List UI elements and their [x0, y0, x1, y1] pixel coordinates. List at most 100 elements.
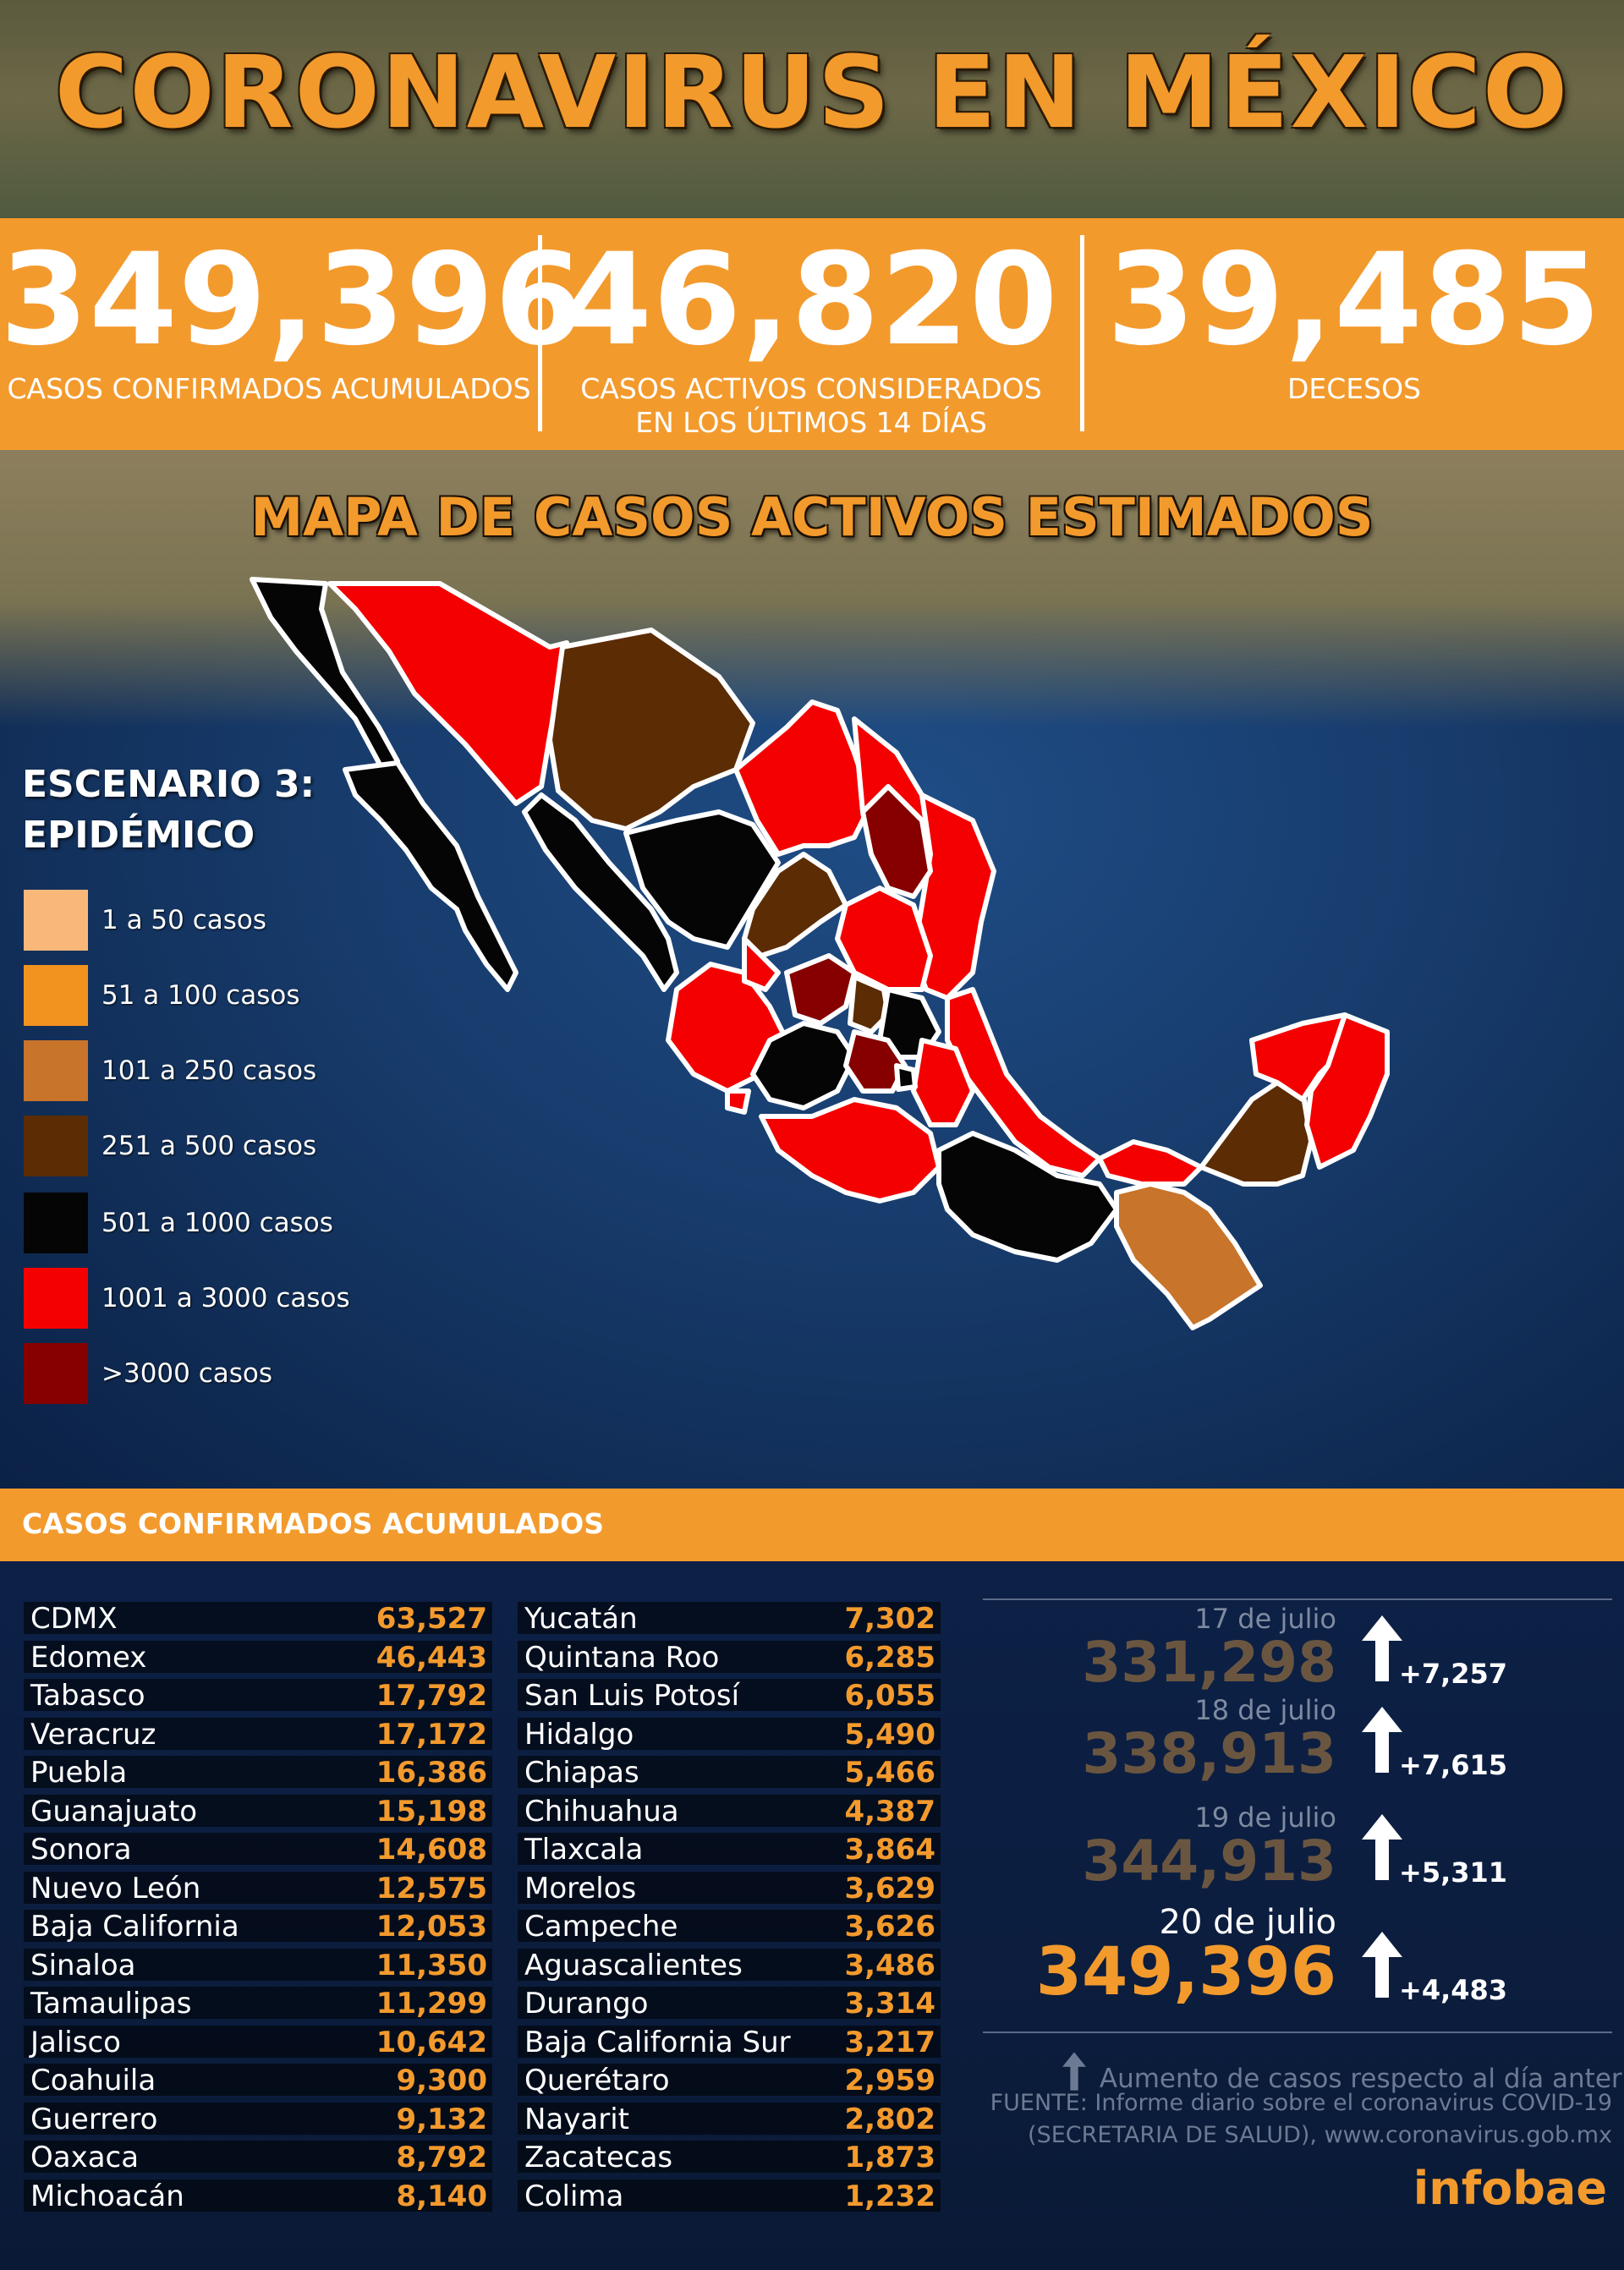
table-row-value: 12,575: [376, 1871, 487, 1905]
map-state-guerrero: [759, 1097, 941, 1204]
stat-confirmed: 349,396 CASOS CONFIRMADOS ACUMULADOS: [0, 218, 584, 450]
table-row-state: Guanajuato: [30, 1794, 198, 1829]
table-row-state: Jalisco: [30, 2025, 121, 2059]
table-row-value: 6,285: [844, 1640, 935, 1675]
legend-title-line1: ESCENARIO 3:: [22, 763, 315, 806]
table-row-background: [518, 1910, 941, 1942]
table-row: San Luis Potosí 6,055: [518, 1675, 941, 1714]
table-row-state: Nayarit: [524, 2102, 629, 2136]
table-row: Sonora 14,608: [24, 1829, 492, 1868]
table-row-value: 63,527: [376, 1602, 487, 1636]
table-row-state: Morelos: [524, 1871, 637, 1905]
table-row-background: [24, 1679, 492, 1711]
arrow-up-icon: [1362, 1615, 1402, 1681]
source-line1: FUENTE: Informe diario sobre el coronavi…: [990, 2090, 1612, 2116]
table-row-value: 3,217: [844, 2025, 935, 2059]
table-row-background: [24, 1987, 492, 2019]
daily-entry-current: 20 de julio 349,396: [981, 1903, 1337, 2006]
map-state-tabasco: [1097, 1139, 1204, 1187]
map-title: MAPA DE CASOS ACTIVOS ESTIMADOS: [250, 486, 1374, 548]
legend-label: 51 a 100 casos: [102, 980, 300, 1011]
table-row-state: Sonora: [30, 1833, 132, 1867]
table-row: CDMX 63,527: [24, 1598, 492, 1637]
map-state-aguascalientes: [742, 936, 781, 992]
table-row-value: 5,466: [844, 1756, 935, 1790]
daily-increase: +5,311: [1358, 1811, 1507, 1895]
table-row-state: Quintana Roo: [524, 1640, 720, 1675]
table-row: Baja California Sur 3,217: [518, 2022, 941, 2061]
daily-increase-value: +5,311: [1399, 1856, 1508, 1889]
legend-label: 251 a 500 casos: [102, 1131, 317, 1161]
daily-date: 20 de julio: [1159, 1903, 1337, 1942]
stat-confirmed-label: CASOS CONFIRMADOS ACUMULADOS: [7, 372, 531, 405]
map-state-queretaro: [848, 974, 891, 1034]
table-row-state: Tlaxcala: [524, 1833, 644, 1867]
stat-divider: [538, 235, 542, 431]
table-row: Tamaulipas 11,299: [24, 1983, 492, 2022]
table-row-background: [24, 1794, 492, 1827]
table-row-state: Aguascalientes: [524, 1948, 743, 1982]
increase-note: Aumento de casos respecto al día anterio…: [1057, 2045, 1624, 2094]
table-row: Jalisco 10,642: [24, 2022, 492, 2061]
table-row-background: [518, 2141, 941, 2173]
stat-deaths-value: 39,485: [1106, 227, 1602, 374]
table-row: Puebla 16,386: [24, 1752, 492, 1791]
table-row: Nayarit 2,802: [518, 2099, 941, 2138]
daily-increase: +7,257: [1358, 1612, 1507, 1697]
table-row-background: [518, 2179, 941, 2212]
table-row-state: Tabasco: [30, 1679, 145, 1713]
table-row-background: [24, 1871, 492, 1904]
table-row-value: 11,299: [376, 1987, 487, 2021]
table-row-state: Campeche: [524, 1910, 678, 1944]
arrow-up-icon: [1062, 2052, 1086, 2091]
table-row-state: Baja California: [30, 1910, 239, 1944]
table-row: Oaxaca 8,792: [24, 2137, 492, 2176]
table-row: Michoacán 8,140: [24, 2176, 492, 2215]
stat-confirmed-value: 349,396: [0, 227, 584, 374]
map-state-michoacan: [750, 1021, 857, 1110]
table-row-state: CDMX: [30, 1602, 118, 1636]
table-row: Colima 1,232: [518, 2176, 941, 2215]
table-row-state: Oaxaca: [30, 2141, 140, 2174]
table-row-background: [24, 2102, 492, 2135]
table-row-value: 15,198: [376, 1794, 487, 1829]
legend-swatch: [24, 1040, 88, 1101]
table-row-value: 7,302: [844, 1602, 935, 1636]
table-row-state: Zacatecas: [524, 2141, 673, 2174]
daily-increase-value: +7,257: [1399, 1658, 1508, 1690]
stat-deaths-label: DECESOS: [1287, 372, 1422, 405]
stats-band: 349,396 CASOS CONFIRMADOS ACUMULADOS 46,…: [0, 218, 1624, 450]
arrow-up-icon: [1362, 1814, 1402, 1880]
arrow-up-icon: [1362, 1932, 1402, 1998]
table-row-background: [24, 2064, 492, 2096]
daily-total: 344,913: [1082, 1829, 1336, 1894]
table-row-value: 12,053: [376, 1910, 487, 1944]
table-row: Zacatecas 1,873: [518, 2137, 941, 2176]
table-row-value: 14,608: [376, 1833, 487, 1867]
table-row-value: 1,232: [844, 2179, 935, 2213]
table-row-state: Yucatán: [524, 1602, 638, 1636]
table-row-background: [518, 1602, 941, 1634]
map-state-puebla: [911, 1038, 975, 1127]
table-row-background: [24, 1948, 492, 1981]
table-row-background: [518, 2025, 941, 2058]
table-row-background: [24, 2025, 492, 2058]
table-row-background: [518, 1948, 941, 1981]
table-row-value: 16,386: [376, 1756, 487, 1790]
legend-swatch: [24, 1268, 88, 1329]
table-row-value: 3,629: [844, 1871, 935, 1905]
daily-increase: +4,483: [1358, 1928, 1507, 2013]
table-row-state: Veracruz: [30, 1717, 156, 1752]
table-row-background: [518, 1833, 941, 1865]
arrow-up-icon: [1362, 1707, 1402, 1773]
table-row-value: 1,873: [844, 2141, 935, 2174]
daily-entry: 19 de julio 344,913: [981, 1801, 1336, 1889]
map-state-chiapas: [1114, 1182, 1263, 1330]
table-row: Sinaloa 11,350: [24, 1945, 492, 1984]
table-row-background: [24, 1640, 492, 1673]
map-state-oaxaca: [936, 1131, 1119, 1263]
table-row-value: 5,490: [844, 1717, 935, 1752]
table-row-value: 11,350: [376, 1948, 487, 1982]
legend-title-line2: EPIDÉMICO: [22, 814, 255, 857]
source-line2: (SECRETARIA DE SALUD), www.coronavirus.g…: [1028, 2122, 1612, 2148]
